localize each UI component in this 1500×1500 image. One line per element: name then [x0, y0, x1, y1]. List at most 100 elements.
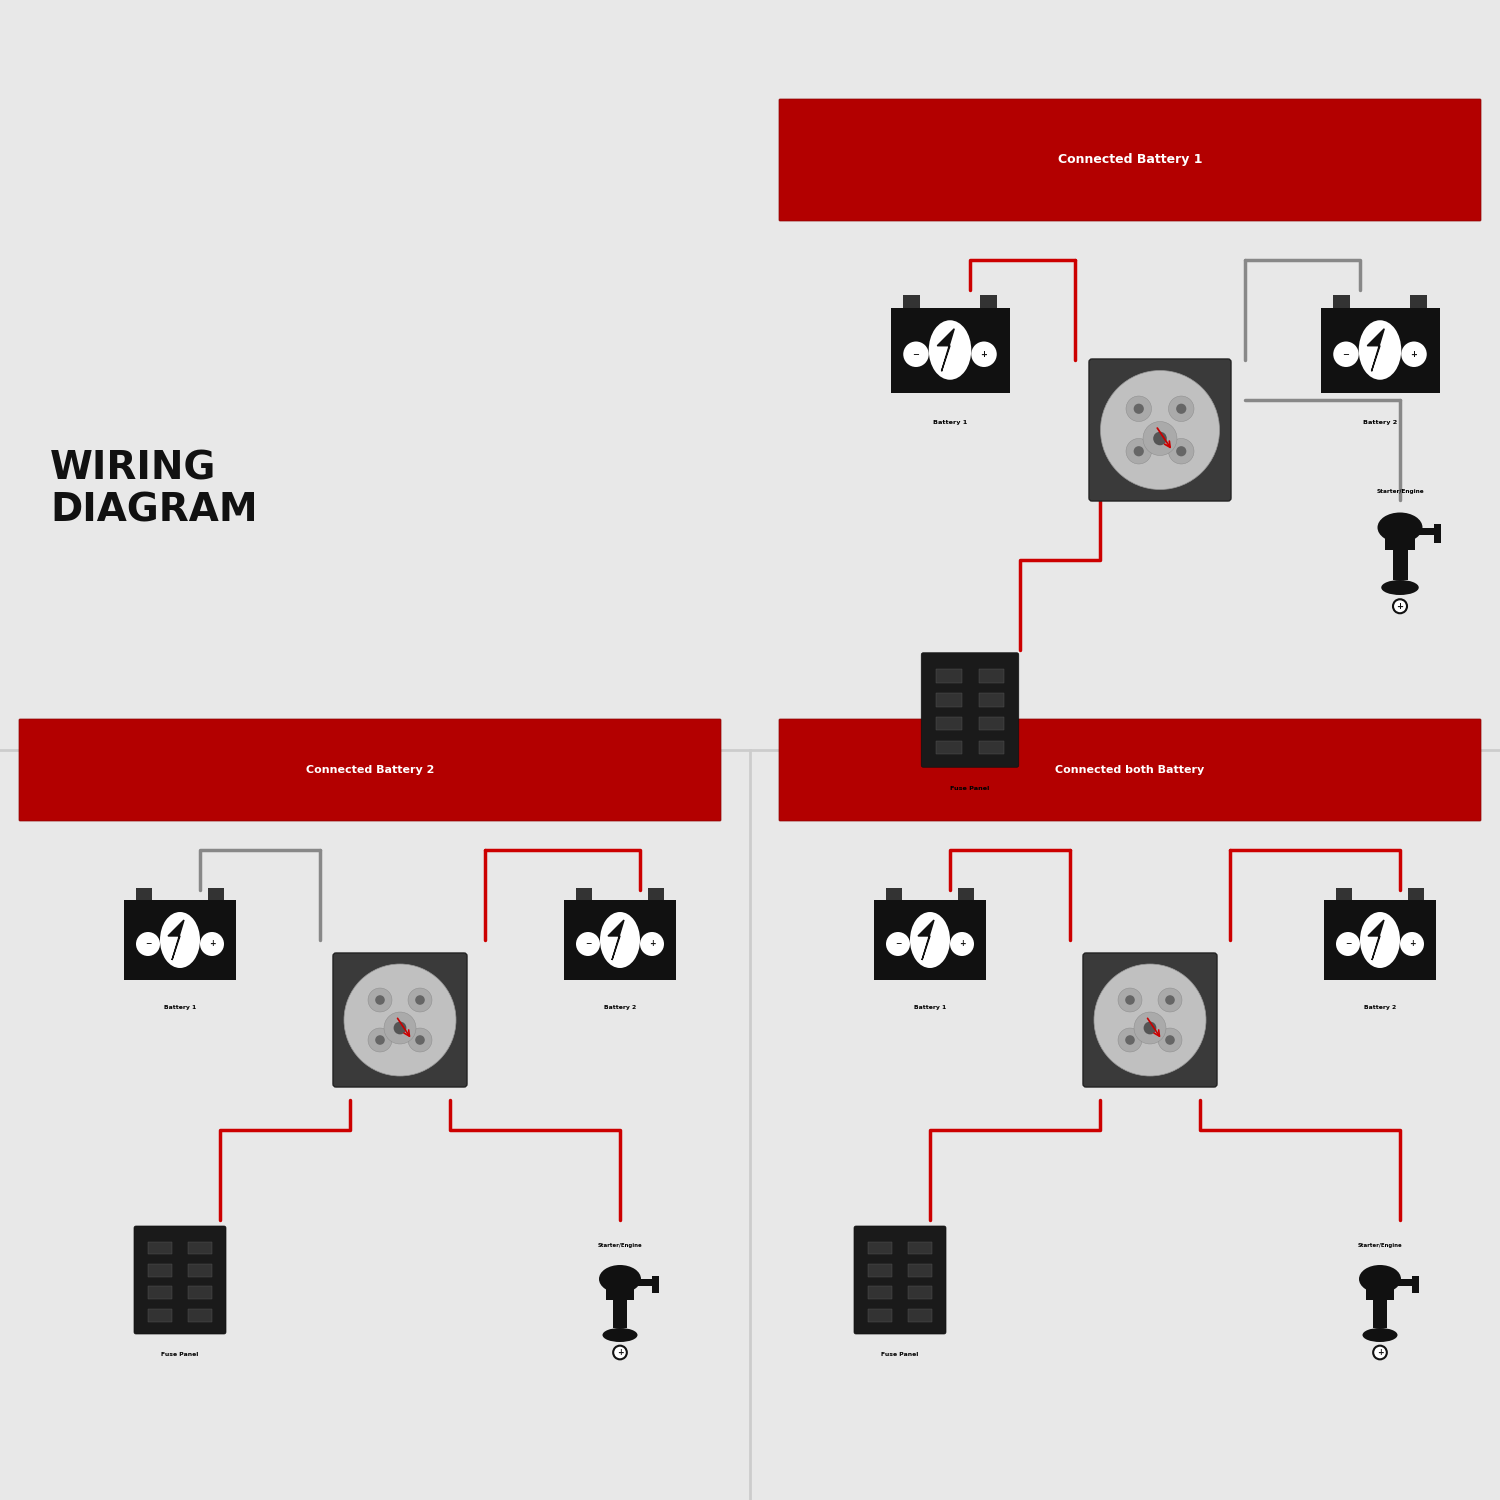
Bar — [978, 741, 1004, 754]
Polygon shape — [918, 920, 934, 960]
Bar — [1384, 520, 1414, 550]
FancyBboxPatch shape — [853, 1226, 946, 1334]
Circle shape — [393, 1022, 406, 1035]
FancyBboxPatch shape — [333, 952, 466, 1088]
Bar — [868, 1264, 892, 1276]
Text: +: + — [958, 939, 966, 948]
Ellipse shape — [600, 912, 640, 968]
Circle shape — [1101, 370, 1220, 489]
Circle shape — [1134, 404, 1144, 414]
Ellipse shape — [1359, 1264, 1401, 1293]
Text: Battery 1: Battery 1 — [164, 1005, 196, 1010]
Circle shape — [1166, 994, 1174, 1005]
Ellipse shape — [928, 321, 972, 380]
Bar — [606, 1272, 634, 1300]
Bar — [564, 900, 676, 980]
Circle shape — [1134, 1013, 1166, 1044]
Bar — [1366, 1272, 1394, 1300]
Text: −: − — [144, 939, 152, 948]
Ellipse shape — [603, 1328, 638, 1342]
Text: +: + — [1410, 350, 1418, 358]
Bar — [188, 1242, 211, 1254]
Circle shape — [972, 342, 996, 368]
Text: −: − — [912, 350, 920, 358]
Circle shape — [1143, 1022, 1156, 1035]
Text: Connected Battery 1: Connected Battery 1 — [1058, 153, 1203, 166]
Text: +: + — [1396, 602, 1404, 610]
Bar — [209, 888, 224, 900]
Circle shape — [136, 932, 160, 956]
Bar — [148, 1287, 172, 1299]
FancyBboxPatch shape — [921, 652, 1019, 768]
Text: −: − — [1344, 939, 1352, 948]
Ellipse shape — [598, 1264, 640, 1293]
Bar — [1394, 1280, 1414, 1286]
Bar — [1408, 888, 1424, 900]
Text: −: − — [1342, 350, 1350, 358]
Ellipse shape — [160, 912, 200, 968]
Circle shape — [408, 1028, 432, 1051]
Bar — [891, 308, 1010, 393]
Bar — [648, 888, 664, 900]
Text: +: + — [981, 350, 987, 358]
Circle shape — [1125, 994, 1136, 1005]
Ellipse shape — [1362, 1328, 1398, 1342]
Circle shape — [886, 932, 910, 956]
Polygon shape — [1368, 920, 1384, 960]
Circle shape — [1158, 1028, 1182, 1051]
Bar — [148, 1310, 172, 1322]
Bar — [1434, 524, 1442, 543]
Bar — [1412, 1275, 1419, 1293]
Bar — [903, 294, 920, 307]
Bar — [936, 717, 962, 730]
Circle shape — [416, 994, 424, 1005]
Circle shape — [1334, 342, 1359, 368]
Circle shape — [384, 1013, 416, 1044]
Bar — [136, 888, 152, 900]
Bar — [148, 1242, 172, 1254]
Text: Starter/Engine: Starter/Engine — [1358, 1242, 1402, 1248]
Polygon shape — [608, 920, 624, 960]
Circle shape — [416, 1035, 424, 1046]
Text: Battery 2: Battery 2 — [1364, 420, 1396, 424]
Text: Starter/Engine: Starter/Engine — [597, 1242, 642, 1248]
FancyBboxPatch shape — [1083, 952, 1216, 1088]
Circle shape — [1166, 1035, 1174, 1046]
Bar — [980, 294, 998, 307]
Polygon shape — [1368, 328, 1384, 372]
Ellipse shape — [1360, 912, 1400, 968]
Bar — [1324, 900, 1436, 980]
Bar — [1392, 543, 1407, 580]
Bar — [124, 900, 236, 980]
Text: +: + — [1377, 1348, 1383, 1358]
Text: −: − — [894, 939, 902, 948]
Text: +: + — [1408, 939, 1416, 948]
Circle shape — [1134, 446, 1144, 456]
Circle shape — [640, 932, 664, 956]
Ellipse shape — [1382, 580, 1419, 596]
Bar — [1372, 1293, 1388, 1328]
Polygon shape — [168, 920, 184, 960]
Bar — [978, 669, 1004, 682]
Circle shape — [1094, 964, 1206, 1076]
Text: WIRING
DIAGRAM: WIRING DIAGRAM — [50, 450, 258, 530]
Bar — [1410, 294, 1426, 307]
Bar — [1414, 528, 1437, 536]
Text: Battery 1: Battery 1 — [914, 1005, 946, 1010]
FancyBboxPatch shape — [1089, 358, 1232, 501]
Circle shape — [1400, 932, 1423, 956]
FancyBboxPatch shape — [778, 718, 1480, 821]
Text: −: − — [585, 939, 591, 948]
Text: Connected Battery 2: Connected Battery 2 — [306, 765, 434, 776]
Circle shape — [1154, 432, 1167, 445]
Bar — [634, 1280, 656, 1286]
Circle shape — [368, 1028, 392, 1051]
Bar — [1334, 294, 1350, 307]
Circle shape — [1158, 988, 1182, 1012]
Circle shape — [200, 932, 223, 956]
Bar — [908, 1264, 932, 1276]
Text: Fuse Panel: Fuse Panel — [951, 786, 990, 792]
Circle shape — [1176, 404, 1186, 414]
Circle shape — [1176, 446, 1186, 456]
Bar — [576, 888, 592, 900]
